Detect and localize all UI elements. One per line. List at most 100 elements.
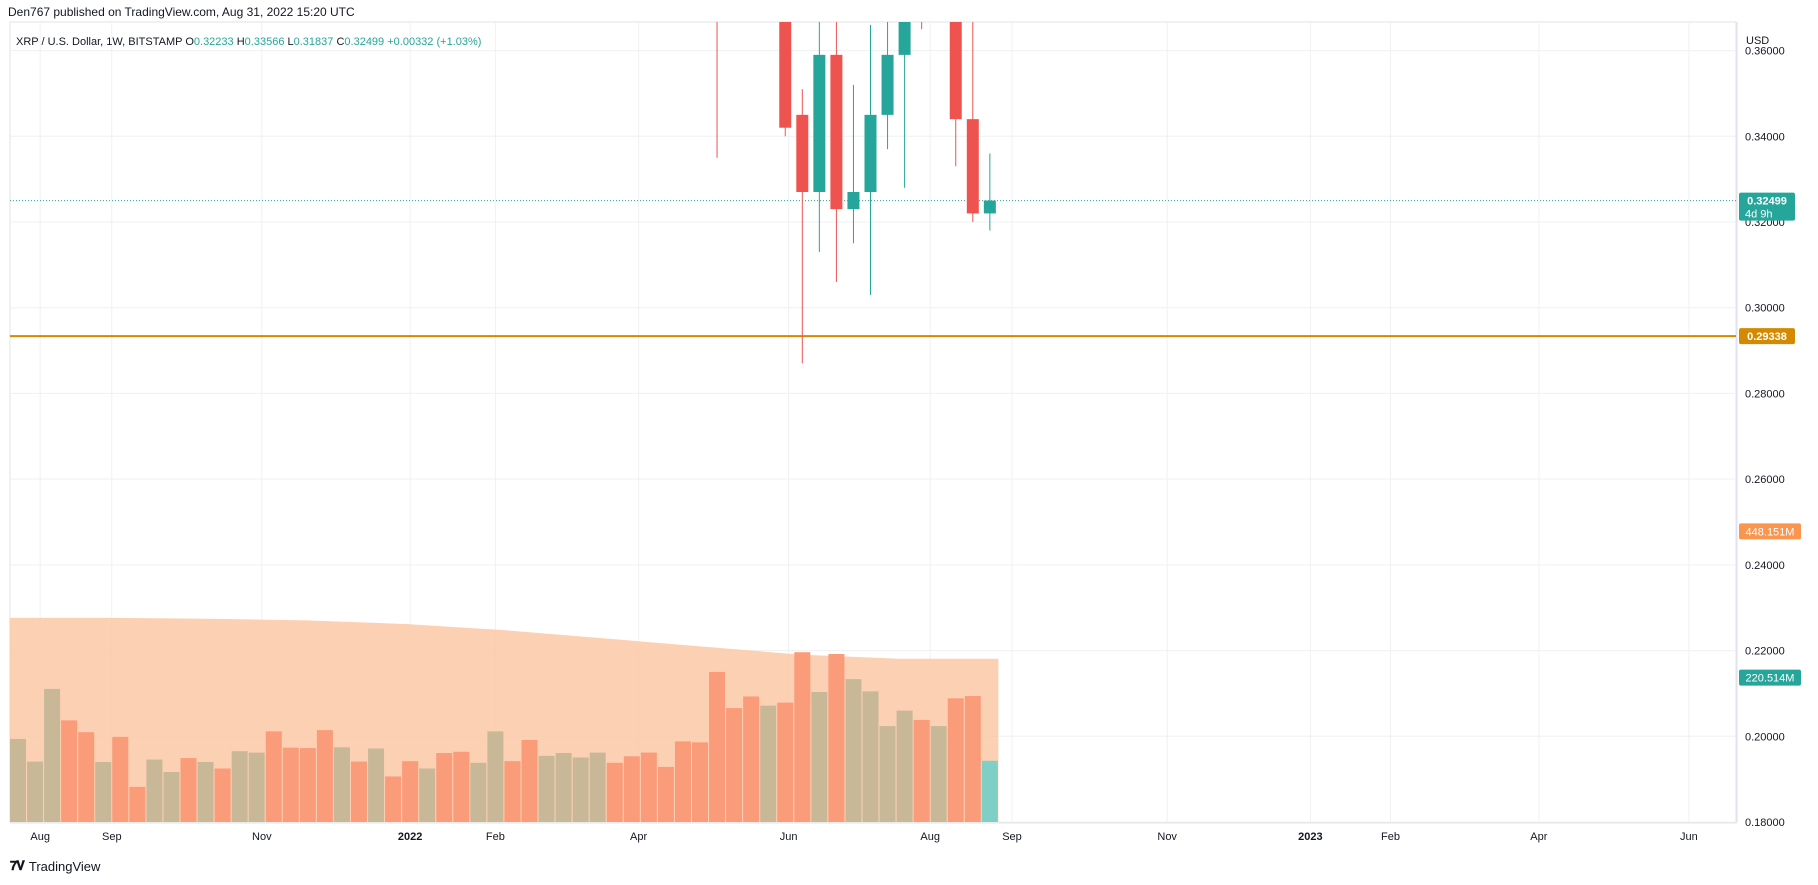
y-tick-label: 0.24000: [1745, 560, 1785, 572]
volume-bar: [27, 761, 44, 822]
volume-bar: [657, 766, 674, 822]
volume-badge: [1739, 523, 1801, 540]
volume-bar: [794, 652, 811, 822]
x-tick-label: Apr: [1530, 831, 1547, 843]
footer: 𝟕𝐕 TradingView: [10, 858, 100, 874]
candle-body: [983, 200, 996, 214]
volume-bar: [95, 761, 112, 822]
volume-bar: [606, 762, 623, 822]
volume-bar: [78, 732, 95, 822]
y-tick-label: 0.34000: [1745, 131, 1785, 143]
x-tick-label: Jun: [780, 831, 798, 843]
legend-o-label: O: [185, 36, 194, 48]
candle-body: [796, 114, 809, 193]
volume-bar: [981, 760, 998, 822]
volume-bar: [623, 756, 640, 822]
volume-bar: [351, 761, 367, 822]
volume-bar: [180, 758, 197, 822]
volume-bar: [231, 751, 248, 822]
volume-bar: [896, 710, 913, 822]
candle-body: [898, 22, 911, 55]
level-badge: [1739, 328, 1795, 345]
volume-bar: [487, 731, 504, 822]
legend-c-value: 0.32499: [344, 36, 387, 48]
x-tick-label: Aug: [920, 831, 940, 843]
volume-bar: [385, 776, 402, 822]
volume-badge-label: 220.514M: [1746, 673, 1795, 685]
volume-bar: [402, 761, 419, 822]
volume-bar: [521, 739, 538, 822]
legend-h-value: 0.33566: [245, 36, 288, 48]
volume-bar: [61, 720, 78, 822]
y-tick-label: 0.36000: [1745, 46, 1785, 58]
x-tick-label: 2022: [398, 831, 422, 843]
candle-body: [847, 192, 860, 210]
y-tick-label: 0.18000: [1745, 817, 1785, 829]
y-tick-label: 0.28000: [1745, 388, 1785, 400]
level-badge-label: 0.29338: [1747, 331, 1787, 343]
volume-bar: [163, 771, 180, 822]
ohlc-legend: XRP / U.S. Dollar, 1W, BITSTAMP O0.32233…: [16, 36, 481, 48]
last-price-label: 0.32499: [1747, 196, 1787, 208]
volume-bar: [743, 696, 760, 822]
volume-bar: [572, 757, 589, 822]
legend-c-label: C: [336, 36, 344, 48]
volume-bar: [44, 688, 61, 822]
volume-bar: [879, 726, 896, 822]
volume-bar: [811, 691, 828, 822]
volume-bar: [538, 755, 555, 822]
volume-bar: [777, 702, 794, 822]
volume-bar: [299, 748, 316, 822]
y-tick-label: 0.26000: [1745, 474, 1785, 486]
y-tick-label: 0.22000: [1745, 646, 1785, 658]
x-tick-label: Feb: [1381, 831, 1400, 843]
candle-body: [813, 54, 826, 193]
candle-body: [779, 22, 792, 128]
volume-bar: [265, 731, 282, 822]
volume-bar: [828, 654, 845, 822]
volume-bar: [964, 696, 981, 822]
x-tick-label: Jun: [1680, 831, 1698, 843]
publisher-line: Den767 published on TradingView.com, Aug…: [8, 5, 355, 19]
volume-badge: [1739, 669, 1801, 686]
volume-bar: [930, 726, 947, 822]
x-tick-label: 2023: [1298, 831, 1322, 843]
x-tick-label: Nov: [1157, 831, 1177, 843]
volume-bar: [470, 762, 487, 822]
legend-l-value: 0.31837: [294, 36, 337, 48]
volume-bar: [947, 698, 964, 822]
legend-symbol: XRP / U.S. Dollar, 1W, BITSTAMP: [16, 36, 185, 48]
volume-bar: [674, 741, 691, 822]
volume-bar: [862, 691, 879, 822]
volume-bar: [589, 752, 606, 822]
footer-brand: TradingView: [28, 858, 101, 874]
volume-bar: [197, 761, 214, 822]
tradingview-logo-icon: 𝟕𝐕: [10, 858, 25, 873]
candles-group: [716, 22, 996, 364]
volume-bar: [555, 753, 572, 822]
volume-bar: [640, 752, 657, 822]
candle-body: [830, 54, 843, 210]
volume-bar: [316, 730, 333, 822]
volume-bar: [453, 751, 470, 822]
volume-bar: [692, 742, 708, 822]
x-tick-label: Feb: [486, 831, 505, 843]
volume-bar: [146, 759, 163, 822]
legend-o-value: 0.32233: [194, 36, 237, 48]
x-tick-label: Aug: [30, 831, 50, 843]
x-tick-label: Sep: [1002, 831, 1022, 843]
last-price-badge: [1739, 192, 1795, 221]
candle-body: [949, 22, 962, 120]
volume-bar: [333, 747, 350, 822]
y-tick-label: 0.30000: [1745, 303, 1785, 315]
volume-bar: [282, 747, 299, 822]
volume-bar: [248, 752, 265, 822]
volume-bar: [436, 753, 453, 822]
volume-bar: [419, 768, 436, 822]
y-tick-label: 0.20000: [1745, 731, 1785, 743]
volume-bar: [368, 748, 385, 822]
volume-bar: [726, 708, 743, 822]
volume-bar: [845, 679, 862, 822]
volume-bar: [10, 738, 26, 822]
